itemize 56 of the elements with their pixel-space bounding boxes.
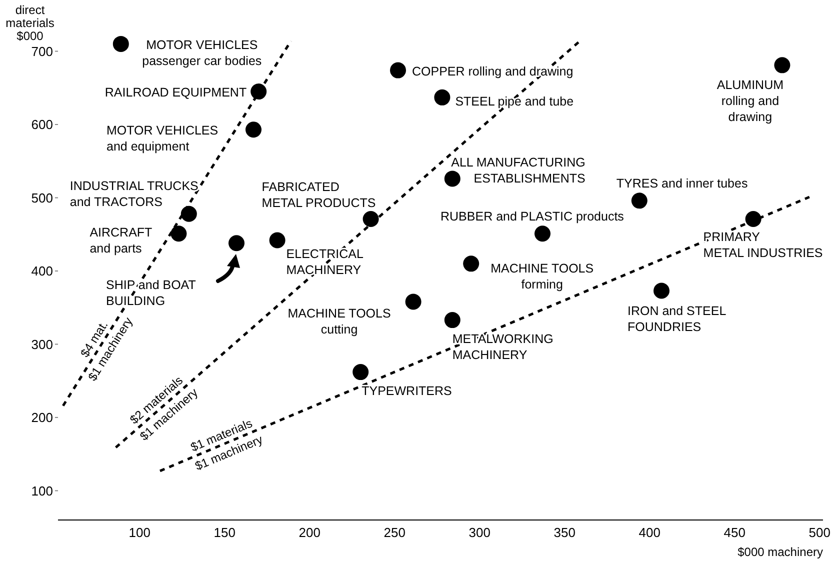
annotation: RUBBER and PLASTIC products [440,210,624,224]
annotation: FABRICATED METAL PRODUCTS [262,180,376,210]
annotation: SHIP and BOAT BUILDING [106,278,196,308]
annotation: MACHINE TOOLS forming [490,262,594,292]
y-tick-label: 300 [31,336,53,352]
point [654,282,670,299]
point [631,192,648,209]
x-tick-label: 500 [808,525,830,540]
annotation: RAILROAD EQUIPMENT [104,86,247,100]
annotation: COPPER rolling and drawing [412,64,574,78]
annotation: INDUSTRIAL TRUCKS and TRACTORS [70,178,198,209]
annotation: ALUMINUM rolling and drawing [716,78,784,124]
y-tick-label: 500 [31,190,53,206]
annotation: TYRES and inner tubes [616,176,748,191]
point [405,294,422,310]
point [246,122,262,138]
point [390,62,406,78]
point [444,312,460,328]
y-tick-label: 600 [31,117,53,132]
point [444,170,460,187]
annotation: MOTOR VEHICLES and equipment [106,124,218,154]
point [250,84,267,100]
annotation: MACHINE TOOLS cutting [288,306,391,337]
x-tick-label: 100 [128,525,150,540]
point [352,364,369,380]
x-tick-label: 350 [554,525,576,540]
annotation: STEEL pipe and tube [455,94,574,108]
annotation: MOTOR VEHICLES passenger car bodies [142,38,262,68]
annotation: ELECTRICAL MACHINERY [286,247,364,278]
annotation: AIRCRAFT and parts [90,226,153,256]
x-tick-label: 400 [638,525,660,540]
point [180,206,197,222]
point [434,89,450,106]
point [228,235,244,252]
annotation: IRON and STEEL FOUNDRIES [628,304,726,334]
x-tick-label: 300 [468,525,490,540]
point [362,210,379,227]
annotation: TYPEWRITERS [362,384,452,398]
point [170,226,187,242]
x-tick-label: 200 [298,525,320,540]
annotation: ALL MANUFACTURING ESTABLISHMENTS [451,156,586,186]
y-tick-label: 400 [31,264,53,279]
point [534,226,550,242]
x-tick-label: 250 [384,525,406,540]
x-axis-title: $000 machinery [738,545,823,559]
point [745,210,762,227]
y-tick-label: 100 [31,483,53,498]
point [112,36,129,52]
x-tick-label: 150 [214,525,236,540]
point [774,57,790,74]
y-tick-label: 700 [31,44,53,59]
y-axis-title: direct materials $000 [6,3,54,43]
point [463,256,480,272]
x-tick-label: 450 [724,525,746,540]
point [269,232,286,248]
y-tick-label: 200 [31,410,53,426]
